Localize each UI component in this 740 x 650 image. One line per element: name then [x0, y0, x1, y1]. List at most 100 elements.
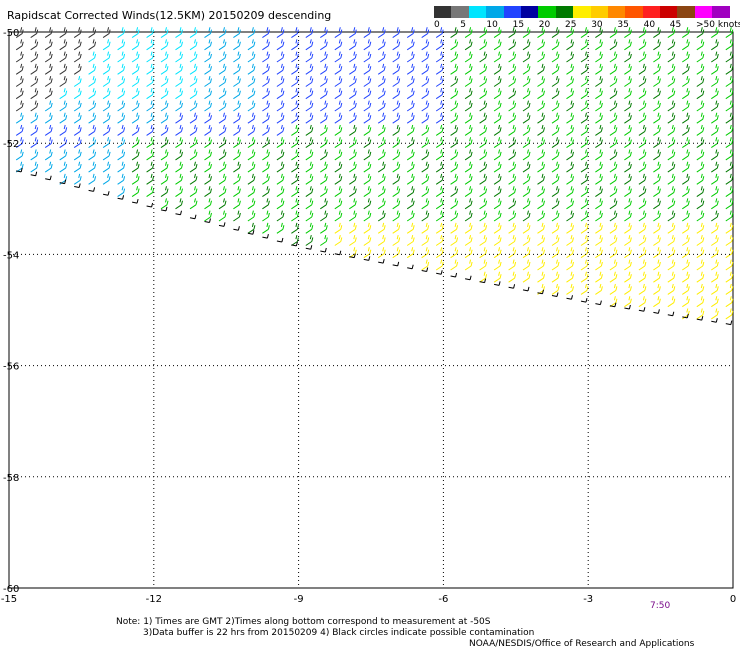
wind-barb [334, 100, 343, 112]
wind-barb [291, 124, 299, 136]
wind-barb [262, 198, 270, 210]
wind-barb [146, 100, 155, 112]
wind-barb [406, 75, 415, 87]
wind-barb [392, 186, 401, 198]
wind-barb [682, 271, 690, 283]
wind-barb [595, 210, 603, 222]
wind-barb [696, 63, 705, 75]
wind-barb [73, 173, 82, 185]
wind-barb [711, 271, 719, 283]
wind-barb [349, 137, 357, 149]
wind-barb [349, 75, 357, 87]
wind-barb [566, 75, 574, 87]
edge-barb [595, 300, 602, 306]
wind-barb [609, 259, 618, 271]
wind-barb [276, 27, 285, 39]
wind-barb [392, 234, 401, 246]
wind-barb [725, 173, 734, 185]
wind-barb [15, 112, 24, 124]
wind-barb [624, 124, 632, 136]
legend-swatch [538, 6, 556, 18]
wind-barb [377, 149, 386, 161]
wind-barb [160, 161, 169, 173]
wind-barb [392, 222, 401, 234]
wind-barb [566, 124, 574, 136]
edge-barb [378, 258, 385, 264]
wind-barb [406, 39, 415, 51]
wind-barb [276, 75, 285, 87]
wind-barb [479, 75, 488, 87]
wind-barb [566, 283, 574, 295]
wind-barb [421, 247, 430, 259]
wind-barb [464, 259, 473, 271]
wind-barb [406, 63, 415, 75]
wind-barb [262, 112, 270, 124]
wind-barb [175, 63, 183, 75]
wind-barb [667, 198, 676, 210]
edge-barb [653, 309, 660, 314]
wind-barb [305, 137, 314, 149]
wind-barb [30, 27, 39, 39]
wind-barb [349, 51, 357, 63]
wind-barb [464, 198, 473, 210]
wind-barb [406, 234, 415, 246]
wind-barb [363, 100, 372, 112]
edge-barb [117, 195, 125, 200]
wind-barb [537, 210, 545, 222]
legend-label: 10 [486, 20, 498, 30]
wind-barb [189, 100, 198, 112]
wind-barb [363, 27, 372, 39]
wind-barb [421, 51, 430, 63]
wind-barb [667, 100, 676, 112]
wind-barb [320, 222, 328, 234]
wind-barb [435, 27, 444, 39]
edge-barb [132, 198, 139, 204]
wind-barb [291, 112, 299, 124]
edge-barb [30, 171, 38, 177]
wind-barb [464, 210, 473, 222]
wind-barb [435, 222, 444, 234]
wind-barb [609, 161, 618, 173]
wind-barb [218, 88, 227, 100]
wind-barb [667, 210, 676, 222]
wind-barb [204, 100, 212, 112]
legend-swatch [712, 6, 730, 18]
wind-barb [551, 271, 560, 283]
legend-swatch [625, 6, 643, 18]
wind-barb [406, 27, 415, 39]
wind-barb [479, 259, 488, 271]
wind-barb [624, 149, 632, 161]
wind-barb [247, 222, 256, 234]
wind-barb [334, 39, 343, 51]
wind-barb [363, 247, 372, 259]
wind-barb [146, 124, 155, 136]
wind-barb [725, 234, 734, 246]
wind-barb [189, 39, 198, 51]
wind-barb [175, 27, 183, 39]
wind-barb [30, 63, 39, 75]
wind-barb [334, 186, 343, 198]
wind-barb [566, 210, 574, 222]
wind-barb [363, 137, 372, 149]
wind-barb [291, 186, 299, 198]
edge-barb [146, 202, 154, 208]
wind-barb [363, 222, 372, 234]
wind-barb [59, 27, 68, 39]
wind-barb [291, 149, 299, 161]
x-tick-label: -12 [146, 594, 162, 605]
wind-barb [15, 149, 24, 161]
wind-barb [204, 149, 212, 161]
wind-barb [667, 247, 676, 259]
wind-barb [59, 173, 68, 185]
wind-barb [233, 210, 241, 222]
wind-barb [667, 63, 676, 75]
wind-barb [696, 27, 705, 39]
wind-barb [711, 259, 719, 271]
wind-barb [566, 222, 574, 234]
wind-barb [305, 63, 314, 75]
wind-barb [334, 149, 343, 161]
wind-barb [44, 137, 53, 149]
wind-barb [276, 88, 285, 100]
wind-barb [638, 210, 647, 222]
wind-barb [508, 112, 517, 124]
